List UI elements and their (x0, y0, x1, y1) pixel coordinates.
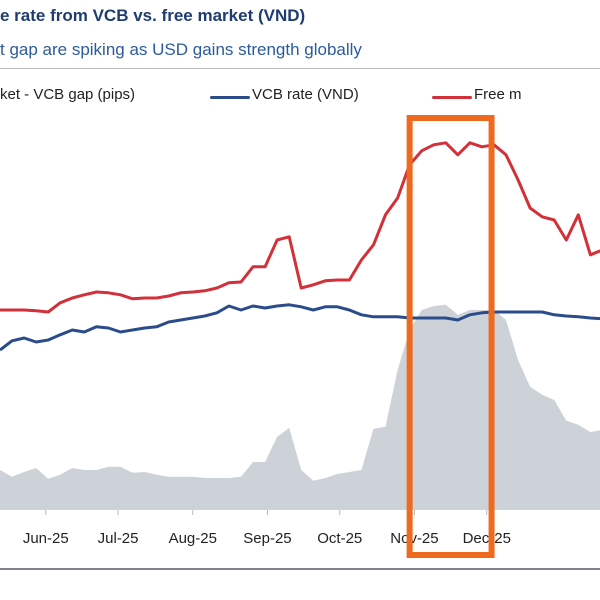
x-tick-label: Jun-25 (23, 530, 69, 547)
legend-swatch-free (432, 96, 472, 99)
series-area-gap (0, 304, 600, 510)
legend-gap: ket - VCB gap (pips) (0, 86, 136, 103)
highlight-box (406, 115, 495, 558)
x-tick-label: Aug-25 (169, 530, 217, 547)
x-tick-label: Sep-25 (243, 530, 291, 547)
header-divider (0, 68, 600, 69)
x-tick-label: Jul-25 (98, 530, 139, 547)
chart-subtitle: t gap are spiking as USD gains strength … (0, 40, 362, 59)
legend-free: Free m (474, 86, 522, 103)
x-tick-label: Oct-25 (317, 530, 362, 547)
x-tick-label: Nov-25 (390, 530, 438, 547)
chart-title: e rate from VCB vs. free market (VND) (0, 6, 306, 25)
series-line-vcb (0, 303, 600, 352)
x-tick-label: Dec-25 (463, 530, 511, 547)
legend-swatch-vcb (210, 96, 250, 99)
series-line-free-market (0, 141, 600, 314)
legend-vcb: VCB rate (VND) (252, 86, 359, 103)
footer-divider (0, 568, 600, 570)
